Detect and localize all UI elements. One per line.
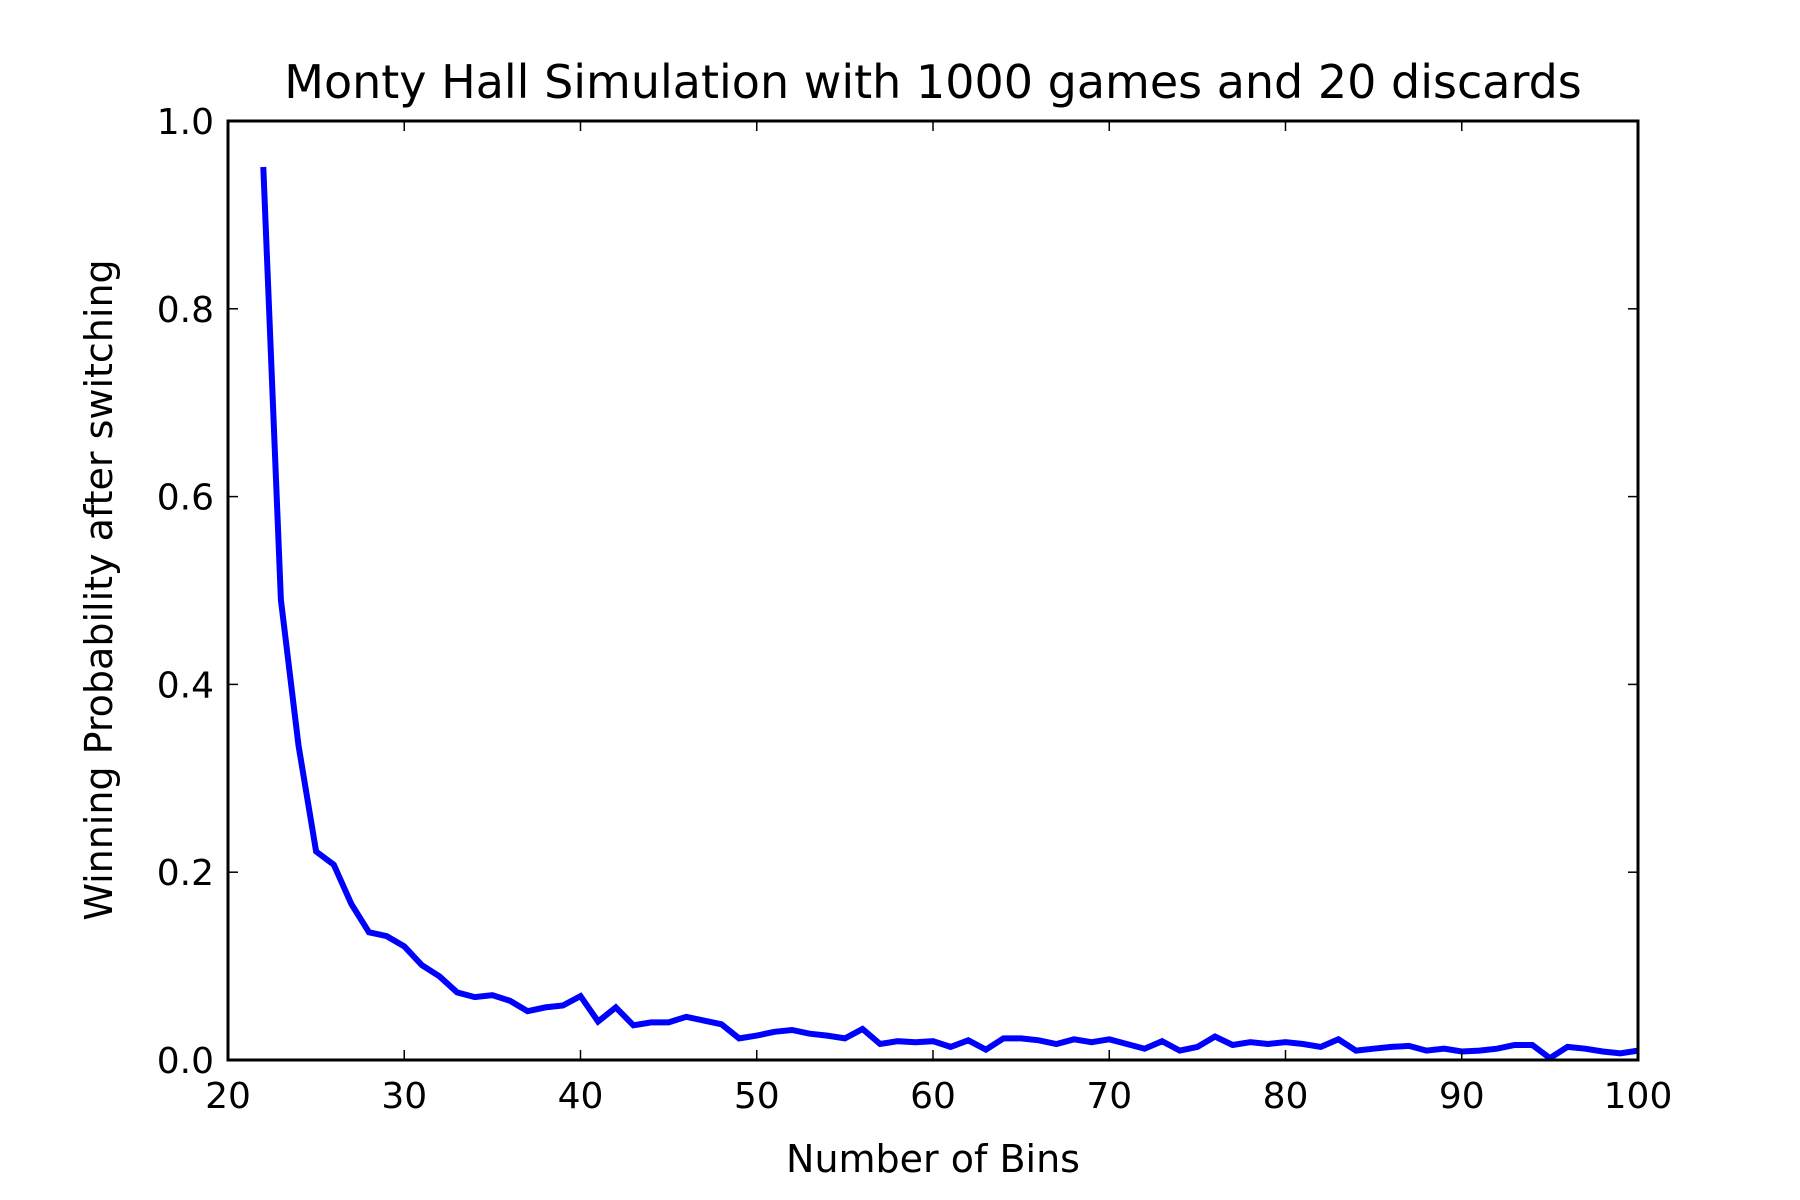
y-tick-label: 0.8	[157, 290, 214, 331]
y-tick-label: 0.4	[157, 665, 214, 706]
x-tick-label: 20	[205, 1076, 251, 1117]
x-tick-label: 80	[1263, 1076, 1309, 1117]
series-line	[260, 166, 1639, 1062]
x-tick-label: 30	[381, 1076, 427, 1117]
axis-ticks: 20 30 40 50 60 70 80 90 100 0.0 0.2 0.4 0.6 0.8 1.0	[157, 102, 1673, 1117]
x-tick-label: 100	[1604, 1076, 1673, 1117]
x-tick-label: 70	[1086, 1076, 1132, 1117]
y-axis-label: Winning Probability after switching	[77, 259, 121, 920]
y-tick-label: 0.0	[157, 1041, 214, 1082]
y-tick-label: 0.2	[157, 853, 214, 894]
x-axis-label: Number of Bins	[786, 1137, 1080, 1181]
y-tick-label: 1.0	[157, 102, 214, 143]
y-tick-label: 0.6	[157, 478, 214, 519]
x-tick-label: 40	[558, 1076, 604, 1117]
x-tick-label: 60	[910, 1076, 956, 1117]
x-tick-label: 90	[1439, 1076, 1485, 1117]
x-tick-label: 50	[734, 1076, 780, 1117]
chart-title: Monty Hall Simulation with 1000 games an…	[284, 55, 1581, 109]
axes-frame	[226, 119, 1640, 1062]
plot-area	[260, 166, 1639, 1062]
